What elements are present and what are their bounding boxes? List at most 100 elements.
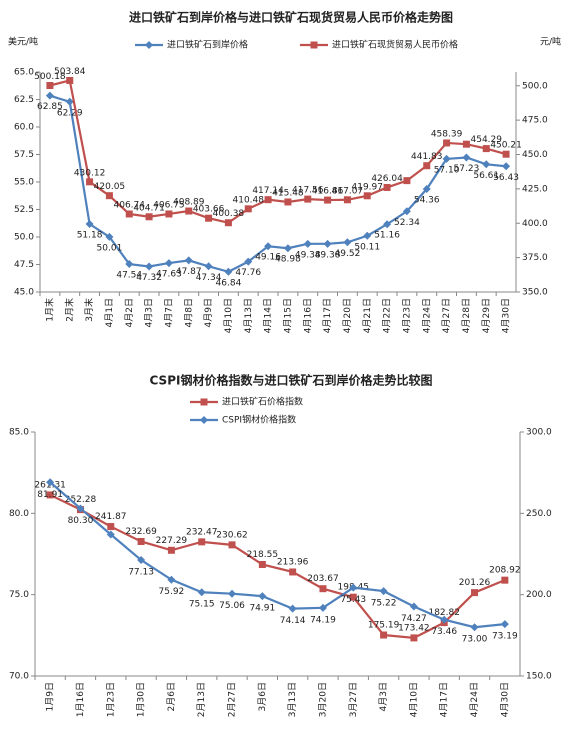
- series-line: [49, 94, 507, 273]
- data-label: 73.00: [462, 635, 488, 645]
- x-tick-label: 1月23日: [105, 682, 116, 717]
- data-label: 56.61: [473, 171, 499, 181]
- data-label: 441.83: [411, 152, 443, 162]
- point: [105, 232, 114, 241]
- point: [422, 185, 431, 194]
- x-tick-label: 4月7日: [163, 298, 174, 327]
- data-label: 49.38: [315, 250, 341, 260]
- data-label: 73.46: [431, 627, 457, 637]
- point: [224, 219, 232, 227]
- x-tick-label: 4月17日: [439, 682, 450, 717]
- point: [145, 262, 154, 271]
- y2-tick-label: 375.0: [522, 253, 548, 263]
- point: [349, 593, 357, 601]
- series-line: [49, 493, 506, 640]
- point: [283, 244, 292, 253]
- data-label: 81.91: [37, 490, 63, 500]
- point: [471, 589, 479, 597]
- point: [303, 239, 312, 248]
- x-tick-label: 1月30日: [136, 682, 147, 717]
- data-label: 415.48: [272, 188, 304, 198]
- data-label: 74.14: [280, 616, 306, 626]
- data-label: 417.07: [332, 186, 364, 196]
- point: [501, 576, 509, 584]
- data-label: 46.84: [216, 278, 242, 288]
- data-label: 406.74: [114, 200, 146, 210]
- point: [200, 398, 208, 406]
- point: [198, 538, 206, 546]
- x-tick-label: 4月22日: [382, 298, 393, 333]
- chart-title: 进口铁矿石到岸价格与进口铁矿石现货贸易人民币价格走势图: [129, 10, 453, 25]
- data-label: 47.63: [156, 270, 182, 280]
- point: [289, 568, 297, 576]
- point: [310, 41, 318, 49]
- data-label: 49.38: [295, 250, 321, 260]
- x-tick-label: 4月2日: [124, 298, 135, 327]
- y-tick-label: 70.0: [9, 672, 29, 682]
- data-label: 57.10: [434, 165, 460, 175]
- data-label: 500.18: [34, 72, 66, 82]
- point: [379, 587, 388, 596]
- data-label: 420.05: [94, 182, 126, 192]
- data-label: 47.87: [176, 267, 202, 277]
- point: [204, 262, 213, 271]
- data-label: 49.52: [335, 249, 361, 259]
- point: [205, 214, 213, 222]
- point: [363, 231, 372, 240]
- x-tick-label: 4月21日: [362, 298, 373, 333]
- x-tick-label: 1月16日: [75, 682, 86, 717]
- data-label: 47.54: [116, 271, 142, 281]
- data-label: 74.27: [401, 614, 427, 624]
- point: [500, 620, 509, 629]
- data-label: 75.06: [219, 601, 245, 611]
- x-tick-label: 4月1日: [104, 298, 115, 327]
- legend-label: 进口铁矿石到岸价格: [167, 39, 248, 51]
- data-label: 175.19: [368, 621, 400, 631]
- data-label: 77.13: [128, 568, 154, 578]
- data-label: 50.11: [354, 242, 380, 252]
- x-tick-label: 2月27日: [227, 682, 238, 717]
- x-tick-label: 3月末: [83, 298, 95, 322]
- point: [244, 205, 252, 213]
- point: [167, 575, 176, 584]
- data-label: 49.16: [255, 253, 281, 263]
- point: [319, 585, 327, 593]
- point: [383, 220, 392, 229]
- data-label: 52.34: [394, 218, 420, 228]
- x-tick-label: 4月10日: [223, 298, 234, 333]
- y2-tick-label: 450.0: [522, 150, 548, 160]
- y-tick-label: 50.0: [14, 233, 34, 243]
- series-line: [49, 481, 505, 629]
- x-tick-label: 4月3日: [378, 682, 389, 711]
- point: [244, 257, 253, 266]
- data-label: 408.89: [173, 198, 205, 208]
- x-tick-label: 4月23日: [401, 298, 412, 333]
- x-tick-label: 4月29日: [481, 298, 492, 333]
- y2-tick-label: 425.0: [522, 184, 548, 194]
- data-label: 48.98: [275, 255, 301, 265]
- point: [324, 196, 332, 204]
- data-label: 241.87: [95, 512, 127, 522]
- y2-tick-label: 350.0: [522, 288, 548, 298]
- point: [318, 603, 327, 612]
- point: [85, 220, 94, 229]
- point: [46, 491, 54, 499]
- data-label: 56.43: [493, 173, 519, 183]
- point: [65, 97, 74, 106]
- data-label: 74.91: [249, 604, 275, 614]
- point: [363, 192, 371, 200]
- point: [502, 150, 510, 158]
- point: [46, 478, 55, 487]
- point: [323, 239, 332, 248]
- x-tick-label: 4月15日: [282, 298, 293, 333]
- x-tick-label: 4月17日: [322, 298, 333, 333]
- x-tick-label: 4月3日: [144, 298, 155, 327]
- point: [46, 82, 54, 90]
- point: [403, 177, 411, 185]
- point: [409, 602, 418, 611]
- x-tick-label: 2月13日: [196, 682, 207, 717]
- point: [264, 242, 273, 251]
- x-tick-label: 4月30日: [501, 298, 512, 333]
- point: [442, 154, 451, 163]
- point: [349, 583, 358, 592]
